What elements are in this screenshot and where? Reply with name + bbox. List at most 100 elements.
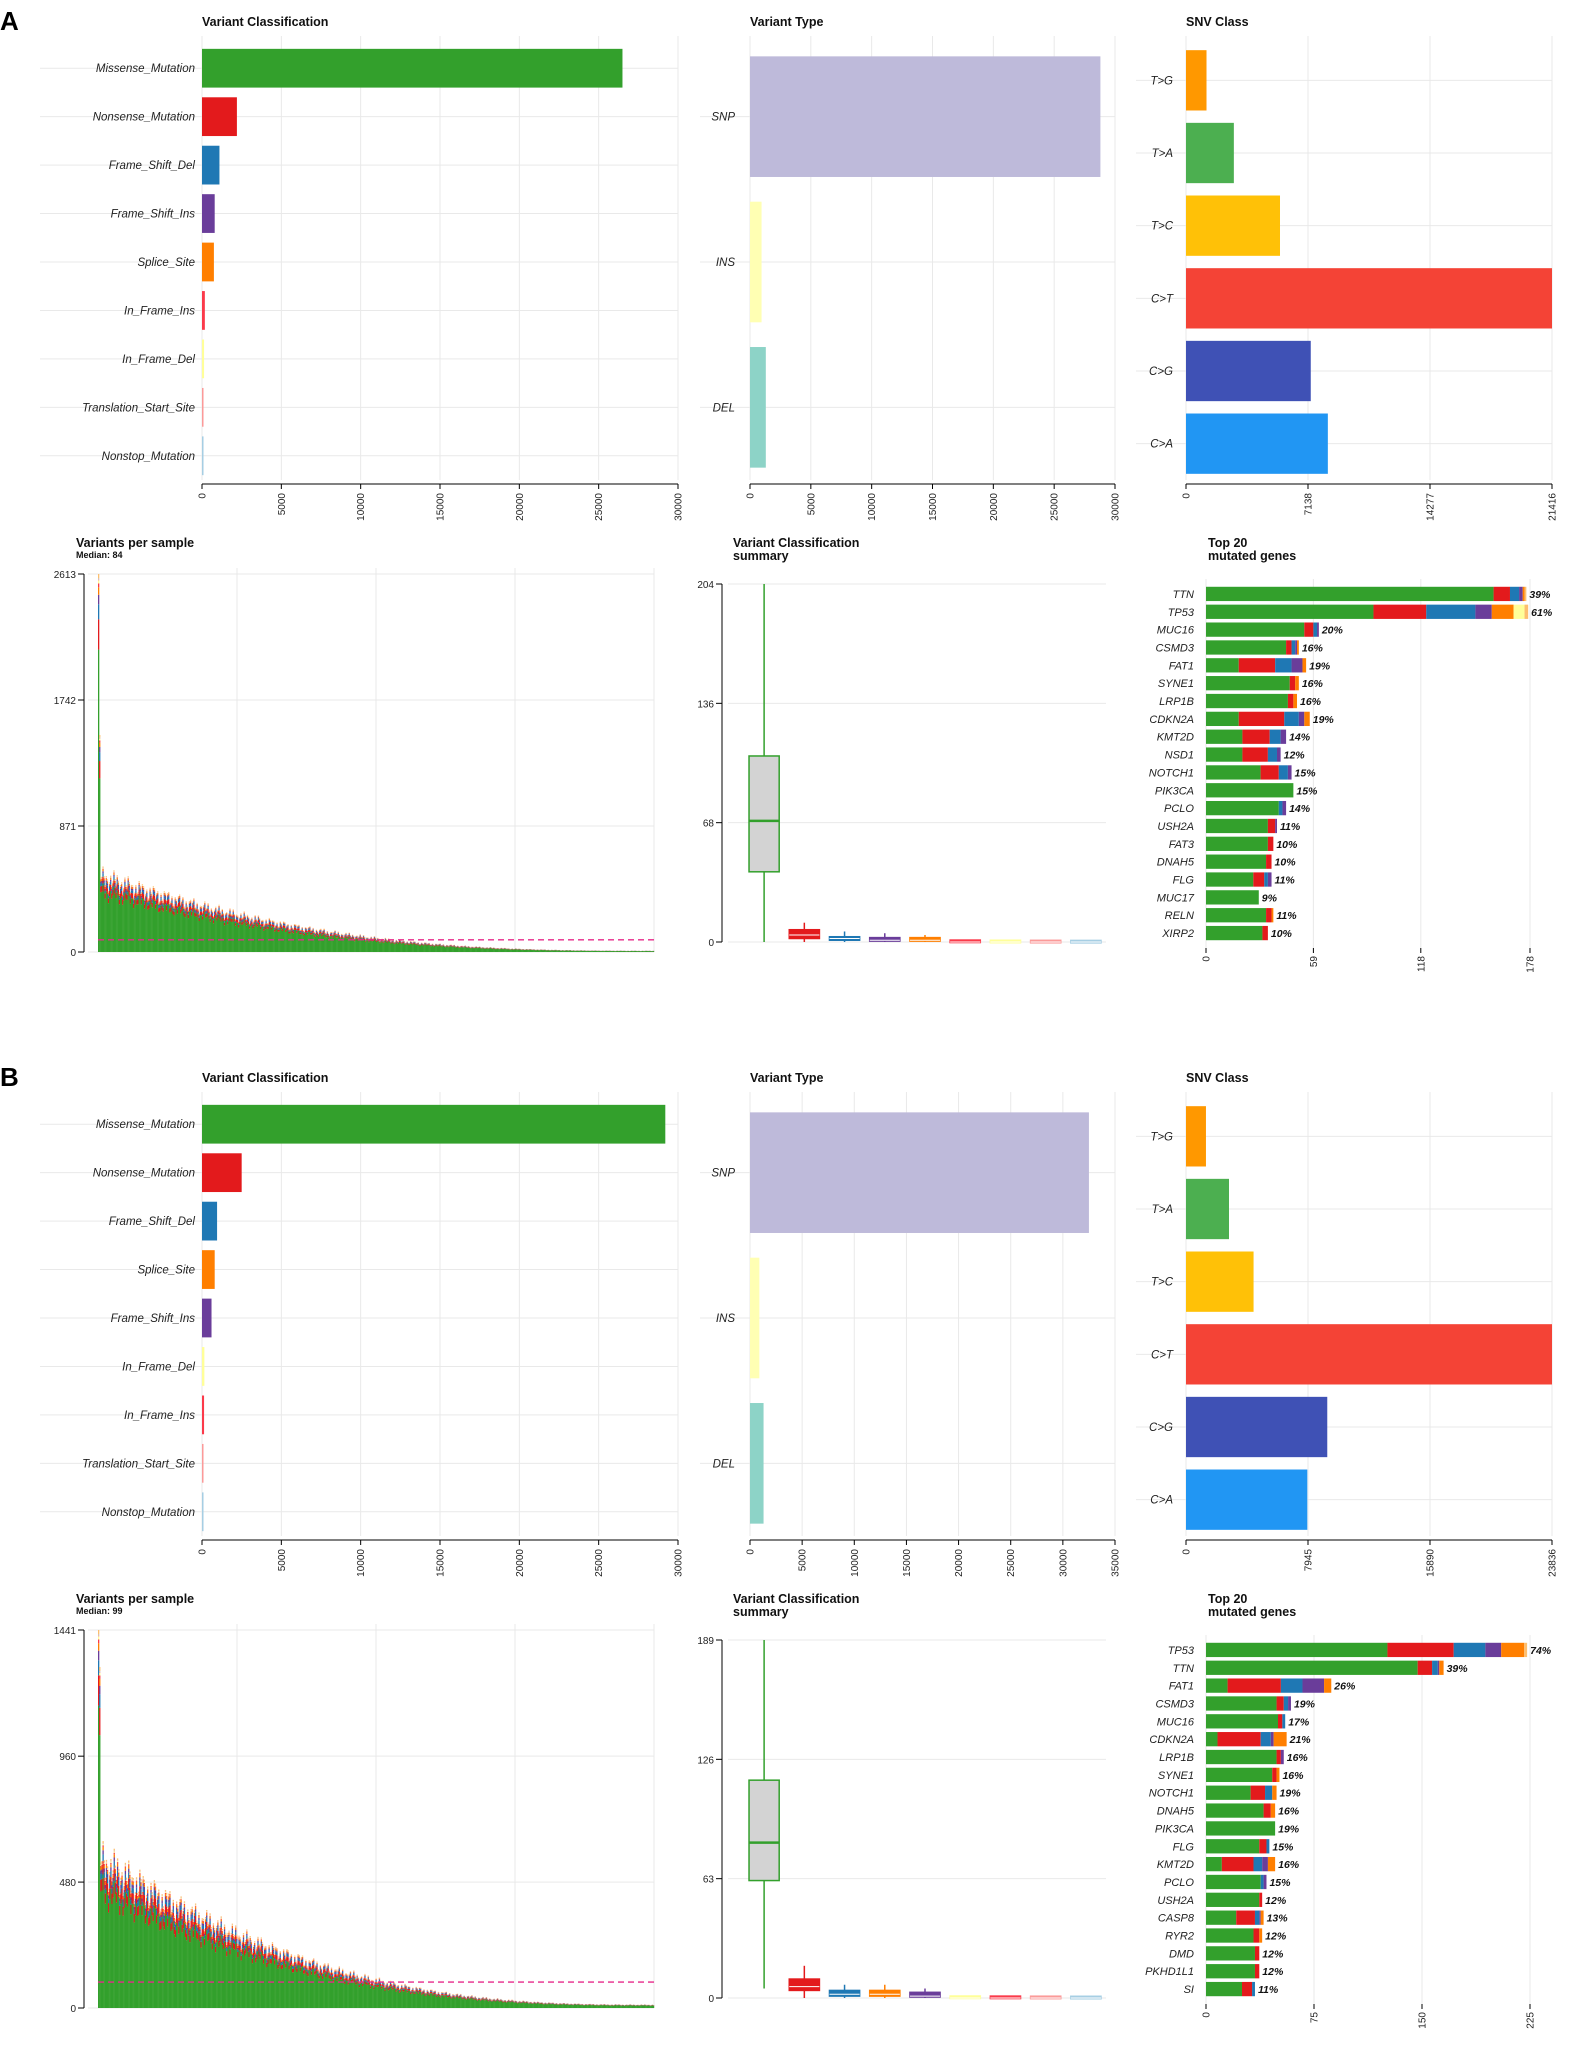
bar-segment-missense-mutation [505,949,507,952]
bar-segment-frame-shift-del [131,890,134,894]
bar-segment-nonsense-mutation [255,922,257,926]
sample-bar [477,947,480,952]
bar-segment-missense-mutation [531,950,533,952]
bar-segment-multi-hit [163,891,165,893]
bar-segment-missense-mutation [365,941,367,952]
bar-segment-nonsense-mutation [414,942,416,944]
bar-segment-frame-shift-del [384,939,387,940]
bar-segment-in-frame-ins [102,868,104,870]
sample-bar [284,922,286,952]
bar-segment-in-frame-del [128,883,130,884]
sample-bar [559,950,562,952]
bar-segment-frame-shift-del [276,924,278,927]
bar-segment-missense-mutation [152,899,155,952]
bar-segment-nonsense-mutation [423,944,425,946]
bar-segment-splice-site [136,895,138,897]
bar-segment-splice-site [261,921,263,922]
bar-segment-splice-site [156,895,158,897]
bar-segment-frame-shift-ins [228,915,230,917]
sample-bar [172,904,174,952]
bar-segment-frame-shift-del [198,916,200,918]
bar-segment-frame-shift-del [237,918,239,920]
bar-segment-frame-shift-ins [305,929,308,930]
sample-bar [628,950,631,952]
bar-segment-frame-shift-del [117,886,119,890]
sample-bar [502,948,505,952]
bar-segment-multi-hit [142,886,145,887]
sample-bar [346,935,348,952]
sample-bar [353,936,355,952]
sample-bar [247,917,250,952]
bar-segment-nonsense-mutation [207,909,209,913]
bar-segment-splice-site [192,903,194,905]
bar-segment-multi-hit [191,906,193,908]
bar-segment-frame-shift-del [342,935,344,937]
sample-bar [406,941,408,952]
bar-segment-frame-shift-ins [308,928,310,930]
bar-segment-in-frame-ins [127,878,129,879]
sample-bar [133,897,135,952]
bar-nonstop-mutation [202,436,204,476]
bar-segment-missense-mutation [443,946,446,952]
sample-bar [289,928,291,952]
bar-segment-nonsense-mutation [403,942,405,944]
sample-bar [327,933,330,952]
bar-segment-frame-shift-del [173,910,175,912]
bar-segment-splice-site [139,888,141,890]
bar-segment-missense-mutation [576,950,578,952]
bar-segment-missense-mutation [430,946,433,952]
bar-segment-nonsense-mutation [143,904,146,909]
category-label: T>G [1150,75,1173,87]
bar-segment-frame-shift-ins [224,915,227,917]
sample-bar [206,907,208,952]
bar-segment-missense-mutation [382,942,384,952]
bar-segment-missense-mutation [640,951,643,952]
sample-bar [152,886,155,952]
bar-segment-missense-mutation [195,916,197,952]
bar-segment-frame-shift-ins [111,889,113,891]
sample-bar [447,945,449,952]
bar-segment-missense-mutation [164,904,167,952]
bar-segment-in-frame-ins [161,901,163,902]
bar-segment-missense-mutation [107,903,110,952]
sample-bar [462,946,464,952]
bar-segment-missense-mutation [427,944,429,952]
bar-segment-splice-site [231,915,233,917]
sample-bar [178,894,181,952]
sample-bar [632,950,634,952]
bar-segment-frame-shift-ins [148,901,150,903]
bar-segment-missense-mutation [570,950,573,952]
bar-segment-missense-mutation [537,950,540,952]
sample-bar [519,948,521,952]
bar-segment-splice-site [184,909,186,911]
bar-segment-frame-shift-del [332,935,334,937]
bar-segment-frame-shift-del [191,910,193,912]
bar-segment-frame-shift-ins [252,924,254,925]
bar-segment-nonsense-mutation [311,932,313,935]
bar-segment-missense-mutation [455,947,458,952]
bar-segment-missense-mutation [432,946,435,952]
bar-segment-nonsense-mutation [314,935,317,937]
bar-splice-site [202,242,214,282]
sample-bar [222,913,225,952]
bar-segment-splice-site [268,919,271,920]
sample-bar [608,950,610,952]
bar-segment-missense-mutation [289,933,291,952]
bar-segment-missense-mutation [349,938,352,952]
bar-segment-splice-site [309,927,311,928]
bar-segment-in-frame-ins [98,583,100,588]
bar-segment-multi-hit [174,897,176,898]
sample-bar [299,929,301,952]
bar-segment-multi-hit [229,908,231,909]
bar-segment-missense-mutation [297,930,299,952]
bar-segment-frame-shift-del [111,890,113,894]
sample-bar [110,875,112,952]
bar-segment-missense-mutation [99,778,101,952]
bar-segment-frame-shift-del [367,938,369,940]
bar-segment-missense-mutation [106,893,109,952]
bar-segment-in-frame-ins [163,892,165,894]
bar-segment-frame-shift-del [345,934,347,936]
bar-segment-frame-shift-ins [116,879,118,882]
bar-segment-splice-site [243,912,245,914]
sample-bar [551,949,553,952]
